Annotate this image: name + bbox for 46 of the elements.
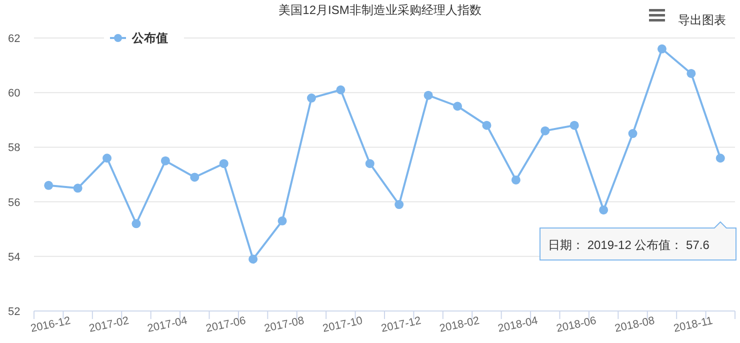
point xyxy=(511,175,520,184)
x-tick-label: 2017-02 xyxy=(88,314,130,335)
point xyxy=(190,172,200,182)
y-tick-label: 54 xyxy=(8,251,20,264)
point xyxy=(424,90,433,100)
y-tick-label: 56 xyxy=(8,196,20,209)
point xyxy=(686,68,696,78)
y-tick-label: 62 xyxy=(8,33,20,45)
point xyxy=(306,94,316,103)
point xyxy=(540,126,550,136)
point xyxy=(73,184,82,193)
x-tick-label: 2016-12 xyxy=(30,314,72,335)
x-tick-label: 2018-11 xyxy=(672,314,714,335)
point xyxy=(453,102,462,111)
x-tick-label: 2017-10 xyxy=(322,314,364,335)
x-tick-label: 2018-06 xyxy=(555,314,598,335)
legend-label: 公布值 xyxy=(131,31,168,45)
annotation: 日期： 2019-12 公布值： 57.6 xyxy=(548,238,710,252)
point xyxy=(657,44,666,54)
x-tick-label: 2018-02 xyxy=(438,314,480,335)
chart-title: 美国12月ISM非制造业采购经理人指数 xyxy=(278,3,482,17)
point xyxy=(102,154,112,163)
x-tick-label: 2017-04 xyxy=(146,314,188,335)
x-tick-label: 2017-12 xyxy=(380,314,422,335)
x-tick-label: 2018-04 xyxy=(496,314,539,335)
x-tick-label: 2017-06 xyxy=(204,314,247,335)
point xyxy=(336,85,346,94)
point xyxy=(219,159,228,168)
point xyxy=(394,200,404,210)
point xyxy=(248,254,258,264)
point xyxy=(628,129,638,138)
x-tick-label: 2017-08 xyxy=(263,314,306,335)
point xyxy=(365,159,374,168)
point xyxy=(716,154,725,163)
y-tick-label: 60 xyxy=(8,88,20,100)
point xyxy=(278,216,287,226)
x-tick-label: 2018-08 xyxy=(614,314,656,335)
point xyxy=(44,180,54,190)
y-tick-label: 58 xyxy=(8,142,20,154)
point xyxy=(160,156,170,166)
point xyxy=(570,120,579,130)
y-tick-label: 52 xyxy=(8,306,20,318)
text: 导出图表 xyxy=(678,13,726,27)
point xyxy=(599,205,608,214)
point xyxy=(482,120,492,130)
point xyxy=(132,219,141,228)
